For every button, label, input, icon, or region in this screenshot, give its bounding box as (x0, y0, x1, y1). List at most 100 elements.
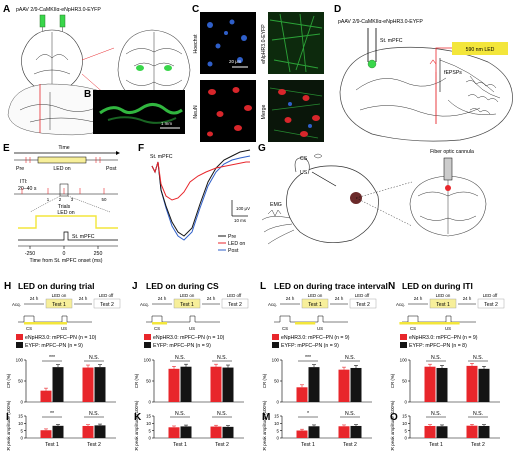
sig-label: N.S. (217, 355, 227, 361)
cs-us-trace (402, 315, 476, 323)
us-label: US (61, 326, 67, 331)
bar (222, 367, 234, 402)
panel-f: F St. mPFC 100 μV 10 ms Pre LED on Post (138, 143, 251, 254)
trial-2: 2 (59, 197, 62, 202)
bar (350, 367, 362, 402)
panel-c-label: C (192, 4, 199, 15)
x-tick-label: Test 2 (87, 442, 101, 448)
tick-250: 250 (94, 251, 103, 257)
test1-box (45, 298, 73, 309)
rodent-head-drawing (286, 165, 379, 243)
panel-label: O (390, 412, 398, 423)
bar (424, 425, 436, 438)
bar-panels: H LED on during trial Acq. 24 h LED on Test 1… (4, 281, 505, 451)
us-label: US (300, 170, 308, 176)
legend-swatch-black (144, 342, 151, 348)
y-tick-label: 10 (402, 421, 407, 426)
legend-swatch-black (400, 342, 407, 348)
legend-swatch-red (144, 334, 151, 340)
legend-entry: eNpHR3.0: mPFC–PN (n = 9) (409, 335, 478, 341)
y-tick-label: 0 (149, 400, 152, 405)
test2-box (221, 298, 249, 309)
chart-cr: 0 50 100 CR (%) N.S. N.S. (134, 355, 244, 405)
trial-1: 1 (47, 197, 50, 202)
legend-entry: EYFP: mPFC–PN (n = 9) (153, 343, 211, 349)
panel-label: M (262, 412, 270, 423)
y-tick-label: 5 (21, 428, 24, 433)
panel-label: K (134, 412, 142, 423)
led-window (295, 322, 316, 325)
legend-swatch-red (16, 334, 23, 340)
tile-label-neun: NeuN (193, 105, 199, 119)
panel-d-led: 590 nm LED (466, 47, 495, 53)
cs-us-trace (274, 315, 348, 323)
bar (168, 368, 180, 402)
sig-label: ** (50, 411, 54, 417)
acq-label: Acq. (396, 302, 405, 307)
y-tick-label: 50 (146, 379, 151, 384)
bar (338, 426, 350, 438)
panel-title: LED on during ITI (402, 281, 473, 291)
cs-label: CS (410, 326, 416, 331)
hours-label: 24 h (79, 296, 88, 301)
panel-c-scale: 20 μm (229, 59, 242, 64)
y-tick-label: 15 (146, 414, 151, 419)
legend-swatch-red (272, 334, 279, 340)
test1-label: Test 1 (436, 302, 450, 308)
test1-label: Test 1 (52, 302, 66, 308)
test2-box (349, 298, 377, 309)
bar (478, 368, 490, 402)
chart-amp: 0 5 10 15 CR peak amplitude (100%) N.S. Test 1… (390, 400, 500, 451)
led-window (399, 322, 460, 325)
us-label: US (445, 326, 451, 331)
bar (308, 426, 320, 438)
test2-box (477, 298, 505, 309)
cs-us-trace (146, 315, 220, 323)
ledoff-label: LED off (355, 293, 370, 298)
y-tick-label: 100 (400, 358, 408, 363)
test2-label: Test 2 (484, 302, 498, 308)
bar (168, 427, 180, 438)
panel-title: LED on during trial (18, 281, 95, 291)
test1-box (429, 298, 457, 309)
y-axis-label: CR (%) (262, 373, 267, 388)
trace-post (151, 155, 251, 241)
trial-3: 3 (71, 197, 74, 202)
y-tick-label: 5 (277, 428, 280, 433)
test1-label: Test 1 (180, 302, 194, 308)
led-window (152, 322, 168, 325)
y-tick-label: 0 (405, 400, 408, 405)
panel-c: C 20 μm Hoechst eNpHR3.0-EYFP NeuN Merge (192, 4, 324, 142)
acq-label: Acq. (12, 302, 21, 307)
x-tick-label: Test 2 (471, 442, 485, 448)
panel-label: L (260, 281, 266, 292)
sig-label: N.S. (431, 355, 441, 361)
panel-g-label: G (258, 143, 266, 154)
legend-pre: Pre (228, 234, 236, 240)
legend-entry: EYFP: mPFC–PN (n = 8) (409, 343, 467, 349)
y-tick-label: 50 (274, 379, 279, 384)
panel-f-label: F (138, 143, 144, 154)
test2-label: Test 2 (356, 302, 370, 308)
y-tick-label: 15 (402, 414, 407, 419)
sig-label: *** (305, 355, 311, 361)
emg-label: EMG (270, 202, 282, 208)
bar (308, 367, 320, 402)
sig-label: N.S. (473, 355, 483, 361)
legend-swatch-black (272, 342, 279, 348)
panel-b-scale: 1 mm (161, 121, 172, 126)
y-axis-label: CR peak amplitude (100%) (6, 400, 11, 451)
chart-amp: 0 5 10 15 CR peak amplitude (100%) N.S. Test 1… (134, 400, 244, 451)
ledon-label-top: LED on (53, 166, 70, 172)
panel-label: H (4, 281, 11, 292)
bar (52, 425, 64, 438)
bar (296, 430, 308, 438)
panel-g: G CS US EMG Fiber optic cannula (258, 143, 487, 245)
bar (82, 367, 94, 402)
ledoff-label: LED off (99, 293, 114, 298)
panel-d: D pAAV 2/9-CaMKIIα-eNpHR3.0-EYFP St. mPF… (334, 4, 513, 142)
y-tick-label: 50 (402, 379, 407, 384)
test1-box (301, 298, 329, 309)
iti-label: ITI: (20, 179, 28, 185)
